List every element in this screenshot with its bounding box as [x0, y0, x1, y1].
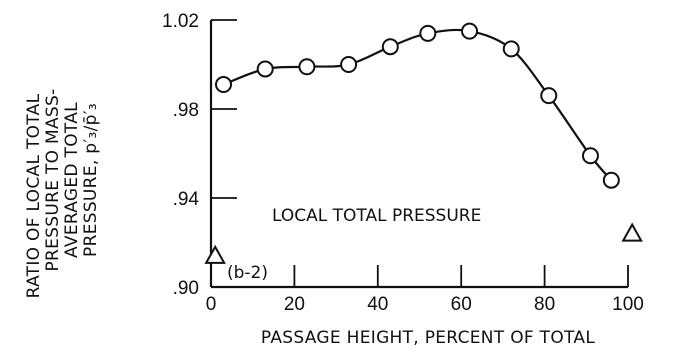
series-line: [223, 28, 613, 181]
x-tick-label: 80: [534, 294, 555, 315]
y-axis-title-line-2: PRESSURE TO MASS-: [43, 88, 63, 271]
data-point: [340, 56, 358, 73]
x-tick-label: 0: [206, 294, 217, 315]
y-axis-title-line-3: AVERAGED TOTAL: [62, 102, 82, 258]
data-point: [502, 40, 520, 58]
x-tick-label: 100: [612, 294, 644, 315]
data-point: [540, 87, 558, 105]
triangle-point: [204, 244, 226, 264]
x-tick-label: 40: [367, 294, 388, 315]
y-axis-title: RATIO OF LOCAL TOTAL PRESSURE TO MASS- A…: [24, 88, 101, 298]
triangle-point: [621, 222, 643, 242]
data-point: [419, 24, 437, 42]
data-point: [298, 58, 316, 76]
y-tick-label: .94: [173, 189, 200, 210]
data-point: [256, 60, 274, 78]
data-point: [602, 171, 620, 189]
panel-label: (b-2): [227, 263, 268, 283]
y-axis-title-line-4: PRESSURE, p′₃/p̄′₃: [81, 103, 101, 257]
data-point: [215, 76, 233, 94]
x-tick-label: 20: [284, 294, 305, 315]
x-tick-label: 60: [451, 294, 472, 315]
data-point: [461, 22, 479, 40]
data-point: [581, 147, 599, 165]
plot-area: .90 .94 .98 1.02 0 20 40 60 80 100: [162, 11, 644, 315]
y-axis-title-line-1: RATIO OF LOCAL TOTAL: [24, 93, 44, 298]
x-axis-title: PASSAGE HEIGHT, PERCENT OF TOTAL: [261, 328, 595, 348]
data-point: [381, 38, 399, 56]
y-tick-label: 1.02: [162, 11, 199, 32]
curve-label: LOCAL TOTAL PRESSURE: [272, 206, 481, 226]
y-tick-label: .90: [173, 278, 199, 299]
y-tick-label: .98: [173, 100, 199, 121]
